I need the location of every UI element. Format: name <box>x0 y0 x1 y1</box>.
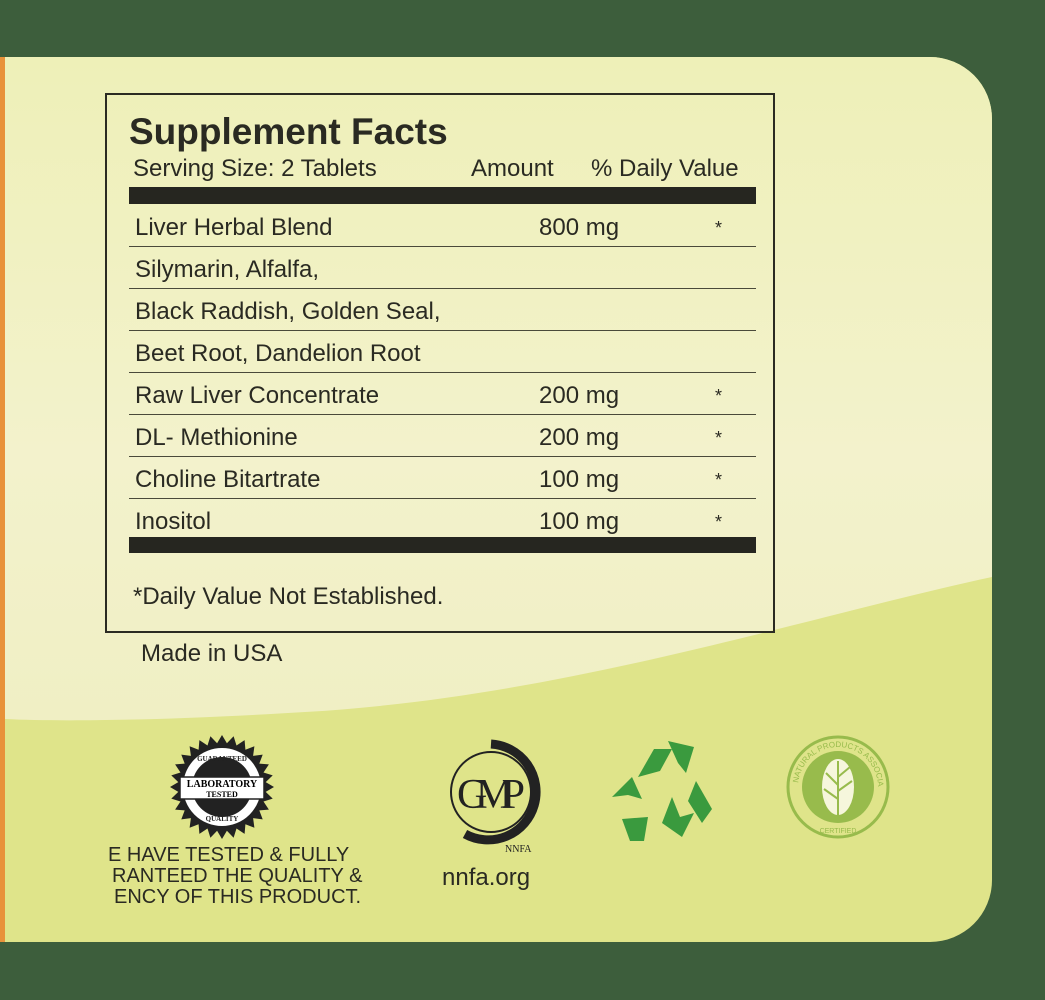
ingredient-name: Silymarin, Alfalfa, <box>135 256 320 283</box>
ingredient-name: Raw Liver Concentrate <box>135 382 380 409</box>
daily-value: * <box>715 512 723 532</box>
guarantee-text: E HAVE TESTED & FULLY RANTEED THE QUALITY… <box>108 844 363 908</box>
ingredient-name: Beet Root, Dandelion Root <box>135 340 421 367</box>
ingredient-amount: 200 mg <box>539 424 620 451</box>
svg-text:GUARANTEED: GUARANTEED <box>197 755 247 763</box>
ingredient-amount: 100 mg <box>539 466 620 493</box>
ingredient-row: Choline Bitartrate 100 mg * <box>129 456 756 499</box>
top-rule <box>129 187 756 204</box>
serving-size: Serving Size: 2 Tablets <box>133 155 377 182</box>
orange-edge <box>0 57 6 942</box>
supplement-facts-box: Supplement Facts Serving Size: 2 Tablets… <box>105 93 775 633</box>
ingredient-row: Liver Herbal Blend 800 mg * <box>129 204 756 247</box>
bottom-rule <box>129 537 756 553</box>
ingredient-row: Black Raddish, Golden Seal, <box>129 288 756 331</box>
svg-text:QUALITY: QUALITY <box>206 815 239 823</box>
svg-text:LABORATORY: LABORATORY <box>187 779 258 790</box>
cream-wave <box>5 57 992 721</box>
ingredient-row: Inositol 100 mg * <box>129 498 756 541</box>
daily-value: * <box>715 470 723 490</box>
gmp-logo-icon: GMP NNFA <box>450 739 541 855</box>
lab-tested-seal-icon: LABORATORY TESTED GUARANTEED QUALITY <box>170 735 274 839</box>
svg-text:TESTED: TESTED <box>206 790 238 799</box>
footnote: *Daily Value Not Established. <box>133 583 444 610</box>
ingredient-name: Black Raddish, Golden Seal, <box>135 298 441 325</box>
made-in: Made in USA <box>141 640 283 667</box>
recycle-icon <box>612 741 712 841</box>
svg-text:NNFA: NNFA <box>505 844 532 855</box>
daily-value: * <box>715 386 723 406</box>
ingredient-amount: 800 mg <box>539 214 620 241</box>
npa-certified-seal-icon: NATURAL PRODUCTS ASSOCIATION CERTIFIED <box>784 733 890 839</box>
daily-value: * <box>715 218 723 238</box>
svg-text:GMP: GMP <box>457 772 525 818</box>
svg-text:CERTIFIED: CERTIFIED <box>820 828 857 835</box>
facts-title: Supplement Facts <box>129 111 448 152</box>
ingredient-row: DL- Methionine 200 mg * <box>129 414 756 457</box>
ingredient-row: Raw Liver Concentrate 200 mg * <box>129 372 756 415</box>
daily-value-header: % Daily Value <box>591 155 739 182</box>
ingredient-name: DL- Methionine <box>135 424 298 451</box>
ingredient-name: Liver Herbal Blend <box>135 214 333 241</box>
ingredient-name: Inositol <box>135 508 212 535</box>
ingredient-amount: 100 mg <box>539 508 620 535</box>
amount-header: Amount <box>471 155 554 182</box>
daily-value: * <box>715 428 723 448</box>
ingredient-amount: 200 mg <box>539 382 620 409</box>
ingredient-row: Beet Root, Dandelion Root <box>129 330 756 373</box>
nnfa-url: nnfa.org <box>442 864 531 891</box>
ingredient-row: Silymarin, Alfalfa, <box>129 246 756 289</box>
ingredient-name: Choline Bitartrate <box>135 466 321 493</box>
